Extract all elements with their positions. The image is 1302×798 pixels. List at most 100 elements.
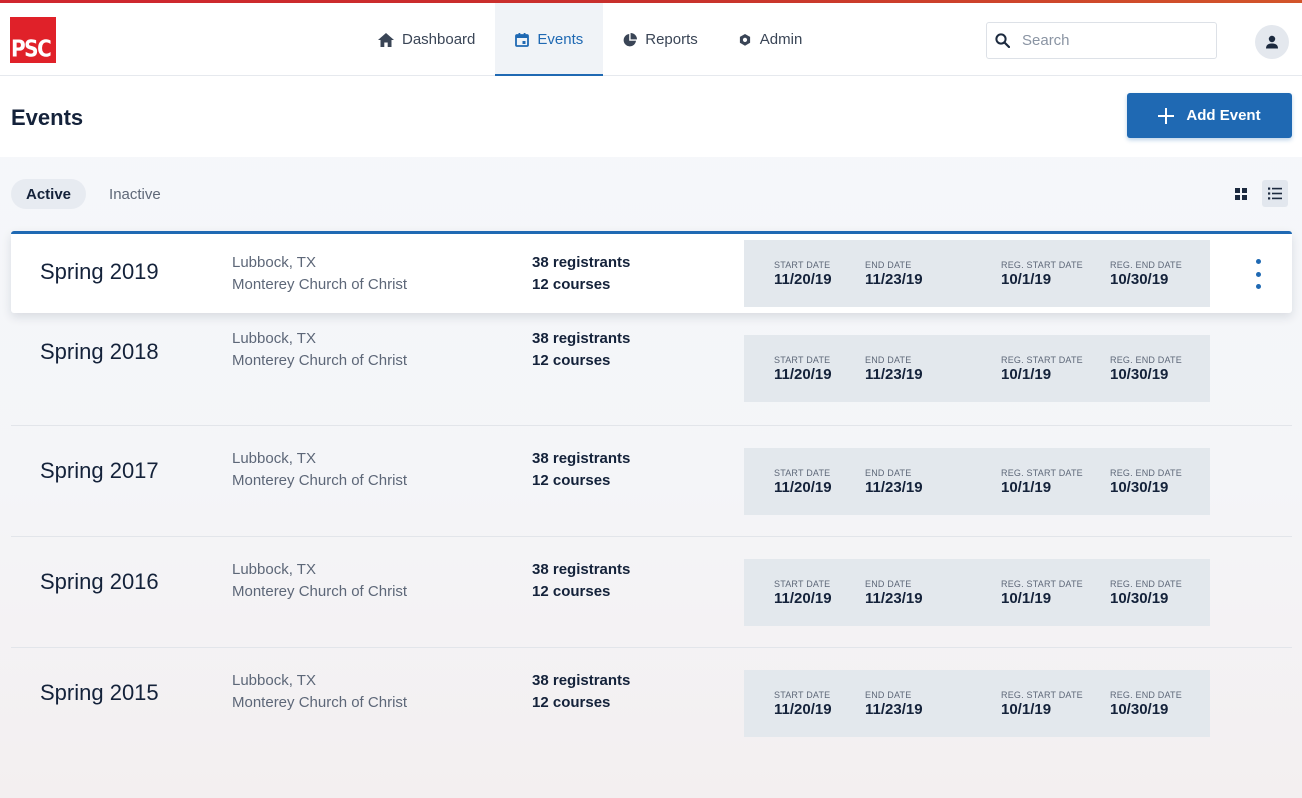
event-location: Lubbock, TX Monterey Church of Christ	[232, 559, 407, 603]
more-options-icon[interactable]	[1247, 256, 1269, 292]
user-avatar[interactable]	[1255, 25, 1289, 59]
start-date: START DATE 11/20/19	[774, 260, 832, 288]
page-title: Events	[11, 105, 84, 130]
event-name: Spring 2016	[40, 569, 159, 594]
courses-label: courses	[552, 583, 611, 600]
registrants-count: 38	[532, 330, 549, 347]
event-location: Lubbock, TX Monterey Church of Christ	[232, 252, 407, 296]
event-city: Lubbock, TX	[232, 561, 316, 578]
end-date: END DATE 11/23/19	[865, 355, 923, 383]
event-venue: Monterey Church of Christ	[232, 352, 408, 369]
nav-admin-label: Admin	[759, 31, 803, 48]
pie-chart-icon	[623, 32, 638, 46]
event-row[interactable]: Spring 2018 Lubbock, TX Monterey Church …	[11, 313, 1292, 426]
end-date: END DATE 11/23/19	[865, 260, 923, 288]
reg-end-date: REG. END DATE 10/30/19	[1110, 468, 1182, 496]
event-venue: Monterey Church of Christ	[232, 472, 408, 489]
reg-end-date: REG. END DATE 10/30/19	[1110, 260, 1182, 288]
registrants-label: registrants	[552, 450, 631, 467]
reg-end-date: REG. END DATE 10/30/19	[1110, 690, 1182, 718]
event-courses: 12 courses	[532, 692, 630, 714]
event-registrants: 38 registrants	[532, 559, 630, 581]
end-date: END DATE 11/23/19	[865, 468, 923, 496]
nav-admin[interactable]: Admin	[718, 3, 823, 76]
courses-label: courses	[552, 472, 611, 489]
reg-end-date: REG. END DATE 10/30/19	[1110, 355, 1182, 383]
registrants-label: registrants	[552, 254, 631, 271]
courses-count: 12	[532, 472, 549, 489]
courses-count: 12	[532, 276, 549, 293]
reg-start-date: REG. START DATE 10/1/19	[1001, 260, 1083, 288]
event-stats: 38 registrants 12 courses	[532, 559, 630, 603]
add-event-button[interactable]: Add Event	[1127, 93, 1292, 138]
top-accent-line	[0, 0, 1302, 3]
event-stats: 38 registrants 12 courses	[532, 252, 630, 296]
search-input[interactable]	[1022, 32, 1192, 49]
event-name: Spring 2019	[40, 259, 159, 284]
filter-active[interactable]: Active	[11, 179, 87, 209]
event-city: Lubbock, TX	[232, 450, 316, 467]
registrants-label: registrants	[552, 672, 631, 689]
start-date: START DATE 11/20/19	[774, 690, 832, 718]
event-dates-panel: START DATE 11/20/19 END DATE 11/23/19 REG.…	[744, 335, 1210, 402]
courses-label: courses	[552, 276, 611, 293]
reg-end-date: REG. END DATE 10/30/19	[1110, 579, 1182, 607]
registrants-label: registrants	[552, 561, 631, 578]
event-name: Spring 2017	[40, 458, 159, 483]
courses-label: courses	[552, 694, 611, 711]
user-icon	[1266, 35, 1278, 49]
event-courses: 12 courses	[532, 581, 630, 603]
plus-icon	[1158, 107, 1175, 124]
event-dates-panel: START DATE 11/20/19 END DATE 11/23/19 REG.…	[744, 448, 1210, 515]
event-row[interactable]: Spring 2017 Lubbock, TX Monterey Church …	[11, 426, 1292, 537]
event-city: Lubbock, TX	[232, 254, 316, 271]
event-venue: Monterey Church of Christ	[232, 694, 408, 711]
courses-count: 12	[532, 352, 549, 369]
event-dates-panel: START DATE 11/20/19 END DATE 11/23/19 REG.…	[744, 670, 1210, 737]
registrants-count: 38	[532, 561, 549, 578]
end-date: END DATE 11/23/19	[865, 579, 923, 607]
event-row[interactable]: Spring 2015 Lubbock, TX Monterey Church …	[11, 648, 1292, 759]
event-row[interactable]: Spring 2016 Lubbock, TX Monterey Church …	[11, 537, 1292, 648]
top-bar: PSC Dashboard Events Reports Admin	[0, 3, 1302, 77]
event-registrants: 38 registrants	[532, 328, 630, 350]
search-box[interactable]	[986, 22, 1217, 59]
reg-start-date: REG. START DATE 10/1/19	[1001, 355, 1083, 383]
grid-icon	[1235, 187, 1247, 200]
event-location: Lubbock, TX Monterey Church of Christ	[232, 328, 407, 372]
event-name: Spring 2018	[40, 339, 159, 364]
psc-logo[interactable]: PSC	[10, 17, 56, 63]
event-registrants: 38 registrants	[532, 252, 630, 274]
filter-inactive[interactable]: Inactive	[109, 185, 161, 203]
event-venue: Monterey Church of Christ	[232, 583, 408, 600]
event-city: Lubbock, TX	[232, 672, 316, 689]
event-stats: 38 registrants 12 courses	[532, 670, 630, 714]
nav-dashboard-label: Dashboard	[402, 31, 476, 48]
calendar-icon	[515, 32, 530, 47]
event-courses: 12 courses	[532, 350, 630, 372]
start-date: START DATE 11/20/19	[774, 579, 832, 607]
nav-dashboard[interactable]: Dashboard	[358, 3, 495, 76]
status-filter-tabs: Active Inactive	[11, 179, 176, 209]
search-icon	[995, 33, 1010, 48]
reg-start-date: REG. START DATE 10/1/19	[1001, 690, 1083, 718]
registrants-count: 38	[532, 672, 549, 689]
event-stats: 38 registrants 12 courses	[532, 448, 630, 492]
event-registrants: 38 registrants	[532, 448, 630, 470]
event-dates-panel: START DATE 11/20/19 END DATE 11/23/19 REG.…	[744, 240, 1210, 307]
event-row[interactable]: Spring 2019 Lubbock, TX Monterey Church …	[11, 231, 1292, 313]
event-courses: 12 courses	[532, 274, 630, 296]
nav-events[interactable]: Events	[495, 3, 604, 77]
event-location: Lubbock, TX Monterey Church of Christ	[232, 448, 407, 492]
list-view-button[interactable]	[1262, 180, 1288, 207]
nav-reports[interactable]: Reports	[603, 3, 718, 76]
add-event-button-label: Add Event	[1186, 107, 1261, 124]
event-city: Lubbock, TX	[232, 330, 316, 347]
event-name: Spring 2015	[40, 680, 159, 705]
event-stats: 38 registrants 12 courses	[532, 328, 630, 372]
view-toggle	[1228, 180, 1288, 207]
events-list: Spring 2019 Lubbock, TX Monterey Church …	[11, 231, 1292, 759]
event-location: Lubbock, TX Monterey Church of Christ	[232, 670, 407, 714]
grid-view-button[interactable]	[1228, 180, 1254, 207]
registrants-label: registrants	[552, 330, 631, 347]
